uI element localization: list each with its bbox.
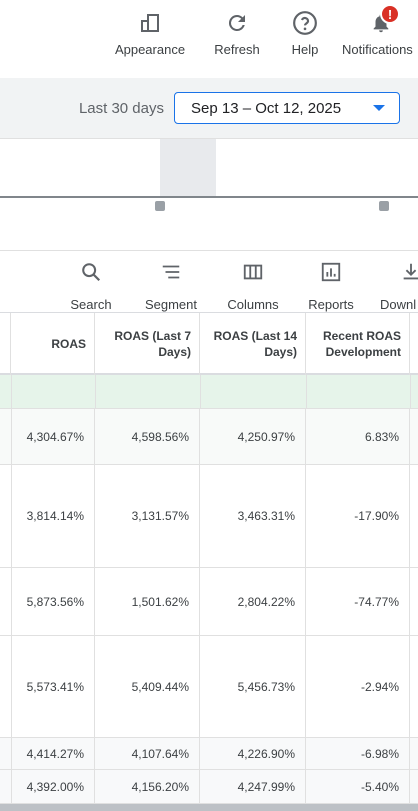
help-label: Help — [291, 42, 319, 57]
cell-roas: 3,814.14% — [11, 465, 95, 567]
help-button[interactable]: Help — [284, 8, 326, 68]
search-label: Search — [70, 297, 112, 312]
cell-roas-14-days: 4,226.90% — [200, 738, 306, 769]
search-button[interactable]: Search — [68, 259, 114, 312]
refresh-button[interactable]: Refresh — [208, 8, 266, 68]
cell-recent-roas-development: -17.90% — [306, 465, 410, 567]
date-range-value: Sep 13 – Oct 12, 2025 — [191, 99, 342, 117]
cell-roas: 5,873.56% — [11, 568, 95, 635]
appearance-button[interactable]: Appearance — [112, 8, 188, 68]
refresh-label: Refresh — [214, 42, 260, 57]
table-row[interactable]: 5,873.56% 1,501.62% 2,804.22% -74.77% — [0, 568, 418, 636]
notifications-label: Notifications — [342, 42, 413, 57]
dropdown-arrow-icon — [373, 105, 385, 111]
date-range-bar: Last 30 days Sep 13 – Oct 12, 2025 — [0, 78, 418, 138]
refresh-icon — [208, 8, 266, 38]
column-header-roas-7-days[interactable]: ROAS (Last 7 Days) — [95, 313, 200, 375]
download-button[interactable]: Downl — [380, 259, 418, 312]
summary-row — [0, 375, 418, 409]
date-range-select[interactable]: Sep 13 – Oct 12, 2025 — [174, 92, 400, 124]
cell-roas: 4,414.27% — [11, 738, 95, 769]
filter-bar — [0, 215, 418, 251]
table-row[interactable]: 3,814.14% 3,131.57% 3,463.31% -17.90% — [0, 465, 418, 568]
column-header-recent-roas-development[interactable]: Recent ROAS Development — [306, 313, 410, 375]
column-header-prev — [0, 313, 11, 375]
table-row[interactable]: 5,573.41% 5,409.44% 5,456.73% -2.94% — [0, 636, 418, 738]
cell-roas-7-days: 3,131.57% — [95, 465, 200, 567]
cell-roas-7-days: 1,501.62% — [95, 568, 200, 635]
cell-roas-7-days: 5,409.44% — [95, 636, 200, 737]
columns-button[interactable]: Columns — [224, 259, 282, 312]
download-label: Downl — [380, 297, 417, 312]
column-header-roas[interactable]: ROAS — [11, 313, 95, 375]
top-toolbar: Appearance Refresh Help ! Notifications — [0, 0, 418, 78]
table-row[interactable]: 4,414.27% 4,107.64% 4,226.90% -6.98% — [0, 738, 418, 770]
range-handle-left[interactable] — [155, 201, 165, 211]
range-handle-right[interactable] — [379, 201, 389, 211]
segment-icon — [142, 259, 200, 285]
appearance-icon — [112, 8, 188, 38]
help-icon — [284, 8, 326, 38]
reports-label: Reports — [308, 297, 354, 312]
table-row[interactable]: 4,392.00% 4,156.20% 4,247.99% -5.40% — [0, 770, 418, 804]
cell-roas-14-days: 5,456.73% — [200, 636, 306, 737]
overview-chart — [0, 138, 418, 216]
cell-recent-roas-development: -5.40% — [306, 770, 410, 803]
download-icon — [380, 259, 418, 285]
cell-roas-14-days: 3,463.31% — [200, 465, 306, 567]
cell-roas: 5,573.41% — [11, 636, 95, 737]
cell-recent-roas-development: -6.98% — [306, 738, 410, 769]
search-icon — [68, 259, 114, 285]
cell-roas-7-days: 4,107.64% — [95, 738, 200, 769]
cell-roas-14-days: 4,250.97% — [200, 409, 306, 464]
cell-roas: 4,392.00% — [11, 770, 95, 803]
cell-roas-7-days: 4,156.20% — [95, 770, 200, 803]
cell-recent-roas-development: -74.77% — [306, 568, 410, 635]
reports-icon — [304, 259, 358, 285]
cell-recent-roas-development: -2.94% — [306, 636, 410, 737]
notification-badge: ! — [380, 4, 400, 24]
column-header-roas-14-days[interactable]: ROAS (Last 14 Days) — [200, 313, 306, 375]
cell-roas-14-days: 4,247.99% — [200, 770, 306, 803]
columns-icon — [224, 259, 282, 285]
table-header-row: ROAS ROAS (Last 7 Days) ROAS (Last 14 Da… — [0, 313, 418, 375]
cell-recent-roas-development: 6.83% — [306, 409, 410, 464]
segment-button[interactable]: Segment — [142, 259, 200, 312]
chart-axis-line — [0, 196, 418, 198]
notifications-button[interactable]: ! Notifications — [342, 4, 418, 68]
bell-icon: ! — [342, 4, 418, 38]
chart-selection-highlight — [160, 139, 216, 197]
cell-roas: 4,304.67% — [11, 409, 95, 464]
columns-label: Columns — [227, 297, 279, 312]
date-range-preset: Last 30 days — [78, 100, 164, 117]
table-row[interactable]: 4,304.67% 4,598.56% 4,250.97% 6.83% — [0, 409, 418, 465]
cell-roas-14-days: 2,804.22% — [200, 568, 306, 635]
horizontal-scrollbar[interactable] — [0, 804, 418, 811]
table-toolbar: Search Segment Columns Reports Downl — [0, 251, 418, 313]
cell-roas-7-days: 4,598.56% — [95, 409, 200, 464]
segment-label: Segment — [144, 297, 198, 312]
reports-button[interactable]: Reports — [304, 259, 358, 312]
appearance-label: Appearance — [114, 42, 186, 57]
